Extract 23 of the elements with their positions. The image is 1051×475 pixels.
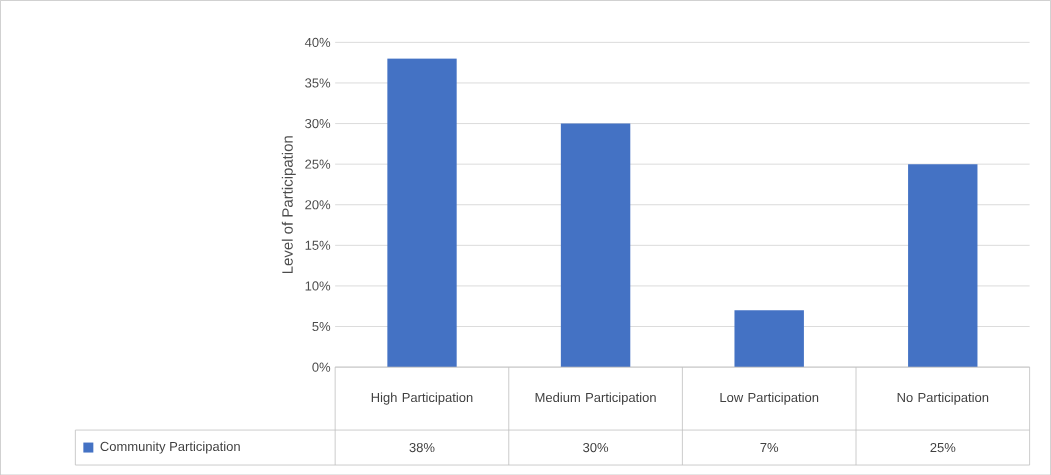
y-tick-label: 15%: [305, 240, 331, 250]
x-tick-label: Low Participation: [720, 392, 819, 405]
y-axis-title: Level of Participation: [281, 135, 296, 273]
x-tick-label: Medium Participation: [535, 392, 656, 405]
bar: [734, 310, 804, 367]
y-tick-label: 20%: [305, 199, 331, 210]
data-label: 25%: [930, 442, 956, 452]
x-tick-label: High Participation: [371, 392, 473, 405]
y-tick-label: 40%: [304, 37, 331, 47]
bar: [387, 58, 457, 367]
legend-label: Community Participation: [100, 441, 240, 454]
y-tick-label: 5%: [312, 321, 331, 331]
x-tick-label: No Participation: [897, 392, 989, 405]
y-tick-label: 25%: [305, 159, 331, 169]
data-label: 30%: [583, 442, 609, 452]
bar: [908, 163, 978, 367]
data-label: 38%: [409, 442, 435, 452]
bar: [560, 123, 631, 367]
y-tick-label: 35%: [305, 78, 331, 88]
y-tick-label: 0%: [312, 362, 331, 372]
y-tick-label: 30%: [305, 118, 331, 128]
data-label: 7%: [760, 442, 779, 452]
y-tick-label: 10%: [305, 281, 331, 291]
